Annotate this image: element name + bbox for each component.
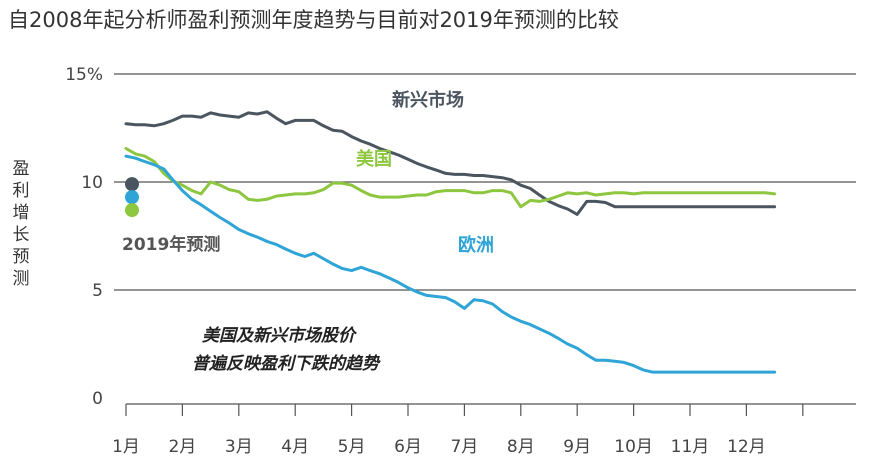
forecast-2019: 2019年预测 [122,177,220,255]
y-tick-label: 5 [92,281,103,301]
series-line-1 [124,147,777,209]
series-line-0 [124,110,777,216]
x-tick-label: 7月 [450,437,478,457]
y-tick-label: 10 [81,173,103,193]
y-axis-label: 盈利增长预测 [12,159,30,289]
series-line-2 [124,154,777,374]
x-tick-label: 12月 [727,437,766,457]
x-axis: 1月 2月 3月 4月 5月 6月 7月 8月 9月 10月 11月 12月 [112,403,856,457]
x-tick-label: 10月 [614,437,653,457]
x-tick-label: 11月 [671,437,710,457]
annotation-line-1: 美国及新兴市场股价 [202,326,358,346]
y-tick-label: 0 [92,389,103,409]
series-lines [124,110,777,374]
y-tick-label: 15% [65,65,103,85]
x-tick-label: 4月 [281,437,309,457]
x-tick-label: 8月 [507,437,535,457]
x-tick-label: 3月 [225,437,253,457]
x-tick-label: 6月 [394,437,422,457]
gridlines [114,73,856,291]
x-tick-label: 5月 [338,437,366,457]
x-tick-label: 2月 [168,437,196,457]
annotation-line-2: 普遍反映盈利下跌的趋势 [192,354,381,374]
series-label-emerging: 新兴市场 [392,89,464,111]
series-label-europe: 欧洲 [458,234,494,256]
forecast-point-0 [125,177,139,192]
forecast-label: 2019年预测 [122,234,220,255]
y-axis-ticks: 15% 10 5 0 [65,65,103,409]
forecast-point-1 [125,190,139,205]
annotation-note: 美国及新兴市场股价 普遍反映盈利下跌的趋势 [192,326,381,374]
series-label-us: 美国 [356,148,392,170]
x-tick-label: 9月 [563,437,591,457]
series-labels: 新兴市场 美国 欧洲 [356,89,494,256]
chart-title: 自2008年起分析师盈利预测年度趋势与目前对2019年预测的比较 [8,8,619,32]
forecast-point-2 [125,203,139,218]
x-tick-label: 1月 [112,437,140,457]
